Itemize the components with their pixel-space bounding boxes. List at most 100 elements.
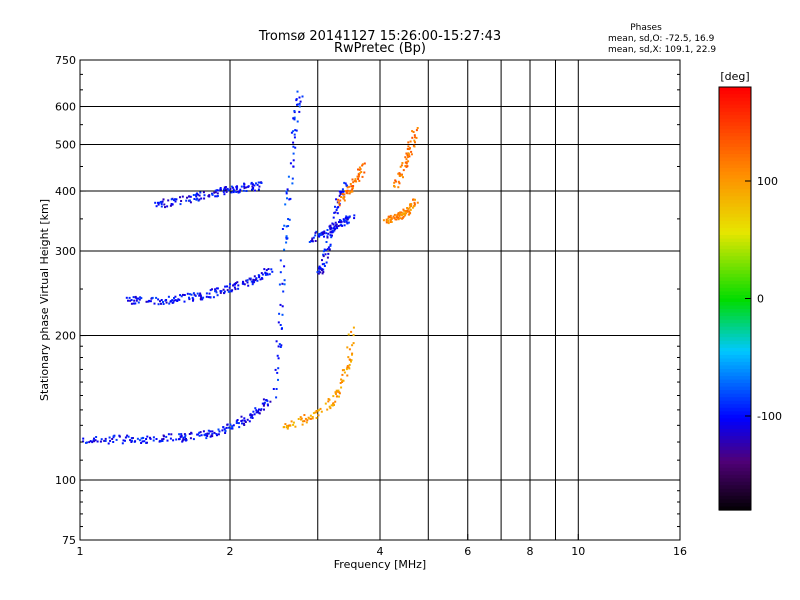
data-point (327, 246, 330, 249)
colorbar-band (719, 386, 751, 391)
data-point (277, 357, 280, 360)
colorbar-band (719, 238, 751, 243)
data-point (404, 214, 407, 217)
data-point (314, 231, 317, 234)
data-point (232, 284, 235, 287)
colorbar-band (719, 488, 751, 493)
data-point (283, 283, 286, 286)
data-point (194, 194, 197, 196)
data-point (157, 298, 160, 301)
data-point (222, 426, 225, 429)
data-point (188, 298, 191, 301)
data-point (170, 203, 173, 205)
data-point (104, 437, 107, 440)
data-point (188, 296, 190, 299)
data-point (175, 438, 178, 441)
data-point (335, 223, 338, 226)
data-point (292, 423, 295, 426)
colorbar-band (719, 115, 751, 120)
data-point (211, 288, 213, 291)
data-point (318, 265, 321, 268)
data-point (311, 240, 314, 243)
data-point (332, 229, 335, 232)
colorbar-band (719, 101, 751, 106)
data-point (251, 185, 254, 188)
data-point (352, 181, 355, 184)
data-point (349, 183, 352, 185)
data-point (198, 198, 201, 201)
colorbar-band (719, 432, 751, 437)
data-point (299, 100, 302, 103)
colorbar-band (719, 347, 751, 352)
data-point (331, 234, 333, 237)
data-point (321, 259, 323, 262)
data-point (338, 392, 341, 395)
data-point (350, 185, 353, 188)
data-point (259, 409, 262, 412)
data-point (193, 198, 196, 200)
data-point (335, 393, 337, 395)
data-point (246, 281, 249, 284)
data-point (393, 213, 396, 216)
data-point (396, 213, 399, 216)
colorbar-band (719, 256, 751, 261)
data-point (283, 248, 286, 251)
data-point (283, 224, 286, 227)
colorbar-band (719, 277, 751, 282)
data-point (236, 421, 238, 424)
data-point (258, 185, 261, 188)
data-point (315, 230, 318, 233)
data-point (229, 290, 232, 293)
data-point (226, 285, 229, 288)
x-axis-label: Frequency [MHz] (334, 558, 426, 571)
data-point (217, 189, 220, 192)
chart-subtitle: RwPretec (Bp) (334, 41, 426, 56)
data-point (329, 234, 332, 237)
data-point (398, 172, 401, 175)
data-point (340, 196, 343, 198)
data-point (207, 432, 210, 435)
colorbar-band (719, 316, 751, 321)
data-point (188, 433, 191, 435)
data-point (323, 235, 325, 238)
data-point (339, 192, 342, 195)
data-point (161, 440, 164, 442)
y-axis-label: Stationary phase Virtual Height [km] (38, 199, 51, 401)
colorbar-band (719, 259, 751, 264)
colorbar-band (719, 122, 751, 127)
data-point (253, 280, 256, 283)
data-point (343, 224, 346, 227)
data-point (124, 436, 127, 439)
colorbar-band (719, 298, 751, 303)
data-point (159, 300, 161, 303)
data-point (325, 249, 328, 252)
data-point (95, 436, 98, 438)
y-tick-label: 400 (55, 185, 76, 198)
data-point (400, 164, 403, 167)
data-point (216, 189, 219, 192)
data-point (408, 206, 411, 209)
colorbar-band (719, 471, 751, 476)
data-point (408, 155, 411, 158)
data-point (338, 190, 341, 193)
data-point (251, 188, 253, 191)
data-point (326, 229, 329, 231)
data-point (340, 386, 343, 389)
data-point (216, 434, 218, 437)
data-point (312, 412, 315, 415)
data-point (152, 439, 155, 442)
data-point (409, 203, 412, 206)
data-point (109, 439, 112, 442)
data-point (162, 438, 165, 440)
data-point (219, 187, 222, 189)
data-point (323, 265, 326, 267)
data-point (283, 279, 286, 282)
data-point (345, 215, 348, 218)
data-point (243, 185, 246, 188)
data-point (216, 195, 219, 197)
colorbar-band (719, 446, 751, 451)
data-point (344, 182, 347, 185)
data-point (217, 428, 220, 431)
data-point (341, 381, 344, 383)
